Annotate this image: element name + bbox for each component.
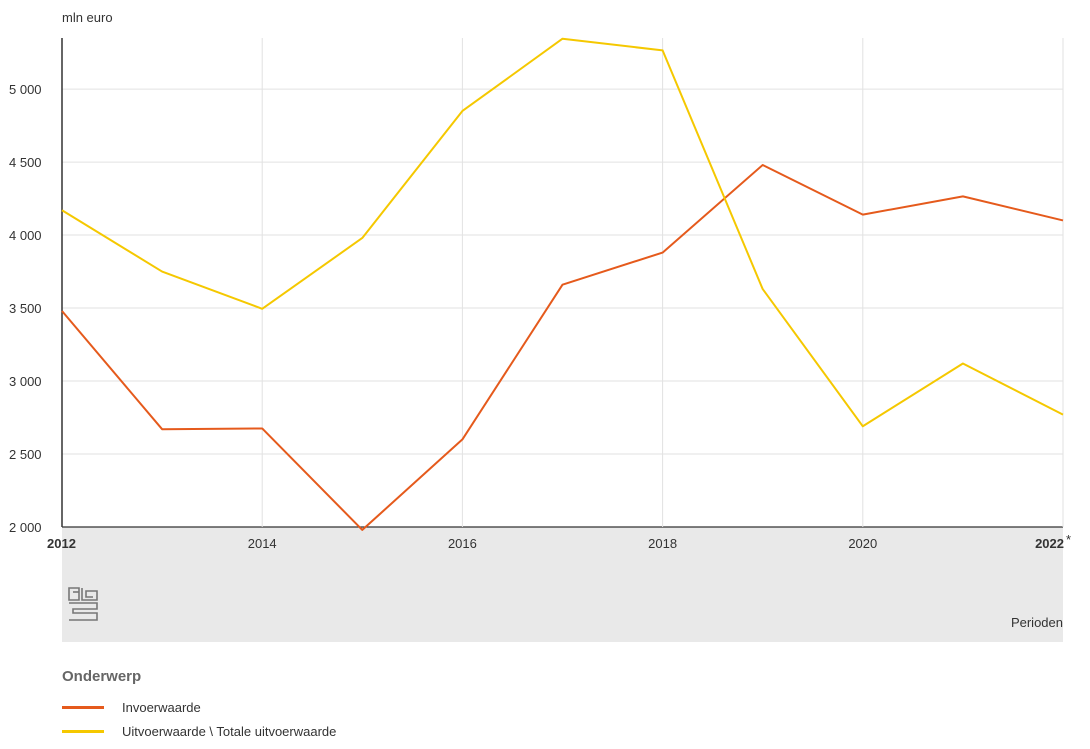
x-tick-suffix: * (1066, 532, 1071, 547)
x-tick-label: 2018 (648, 536, 677, 551)
legend-label: Uitvoerwaarde \ Totale uitvoerwaarde (122, 723, 337, 739)
legend-title: Onderwerp (62, 668, 142, 685)
x-tick-label: 2022 (1035, 536, 1064, 551)
x-tick-label: 2020 (848, 536, 877, 551)
data-point[interactable] (159, 426, 165, 432)
x-axis-title: Perioden (1011, 615, 1063, 630)
data-point[interactable] (560, 36, 566, 42)
y-unit-label: mln euro (62, 10, 113, 25)
data-point[interactable] (760, 162, 766, 168)
x-tick-label: 2016 (448, 536, 477, 551)
y-tick-label: 4 500 (9, 155, 42, 170)
legend-swatch (62, 729, 104, 733)
y-tick-label: 2 500 (9, 447, 42, 462)
legend-swatch (62, 705, 104, 709)
y-axis-ticks: 2 000 2 500 3 000 3 500 4 000 4 500 5 000 (9, 82, 42, 535)
data-point[interactable] (259, 425, 265, 431)
y-tick-label: 2 000 (9, 520, 42, 535)
data-point[interactable] (259, 306, 265, 312)
y-tick-label: 4 000 (9, 228, 42, 243)
data-point[interactable] (1060, 217, 1066, 223)
data-point[interactable] (560, 282, 566, 288)
data-point[interactable] (359, 527, 365, 533)
series-line-invoerwaarde[interactable] (61, 163, 1064, 531)
data-point[interactable] (459, 108, 465, 114)
data-point[interactable] (59, 207, 65, 213)
grid-lines (62, 38, 1064, 528)
data-point[interactable] (159, 269, 165, 275)
data-point[interactable] (860, 212, 866, 218)
legend-label: Invoerwaarde (122, 699, 201, 715)
data-point[interactable] (1060, 412, 1066, 418)
x-axis-ticks: 2012 2014 2016 2018 2020 2022 * (47, 532, 1071, 551)
legend-item-uitvoerwaarde[interactable]: Uitvoerwaarde \ Totale uitvoerwaarde (62, 721, 336, 741)
cbs-logo (68, 587, 98, 621)
data-point[interactable] (660, 250, 666, 256)
series-line-uitvoerwaarde[interactable] (61, 37, 1064, 428)
x-tick-label: 2014 (248, 536, 277, 551)
y-tick-label: 3 500 (9, 301, 42, 316)
y-tick-label: 3 000 (9, 374, 42, 389)
data-point[interactable] (760, 286, 766, 292)
legend-item-invoerwaarde[interactable]: Invoerwaarde (62, 697, 336, 717)
data-point[interactable] (960, 193, 966, 199)
footer-band (62, 527, 1063, 642)
x-tick-label: 2012 (47, 536, 76, 551)
data-point[interactable] (660, 47, 666, 53)
data-point[interactable] (459, 436, 465, 442)
series-lines (59, 36, 1066, 533)
data-point[interactable] (960, 361, 966, 367)
data-point[interactable] (59, 308, 65, 314)
data-point[interactable] (359, 235, 365, 241)
legend: Onderwerp Invoerwaarde Uitvoerwaarde \ T… (62, 668, 336, 745)
data-point[interactable] (860, 423, 866, 429)
y-tick-label: 5 000 (9, 82, 42, 97)
